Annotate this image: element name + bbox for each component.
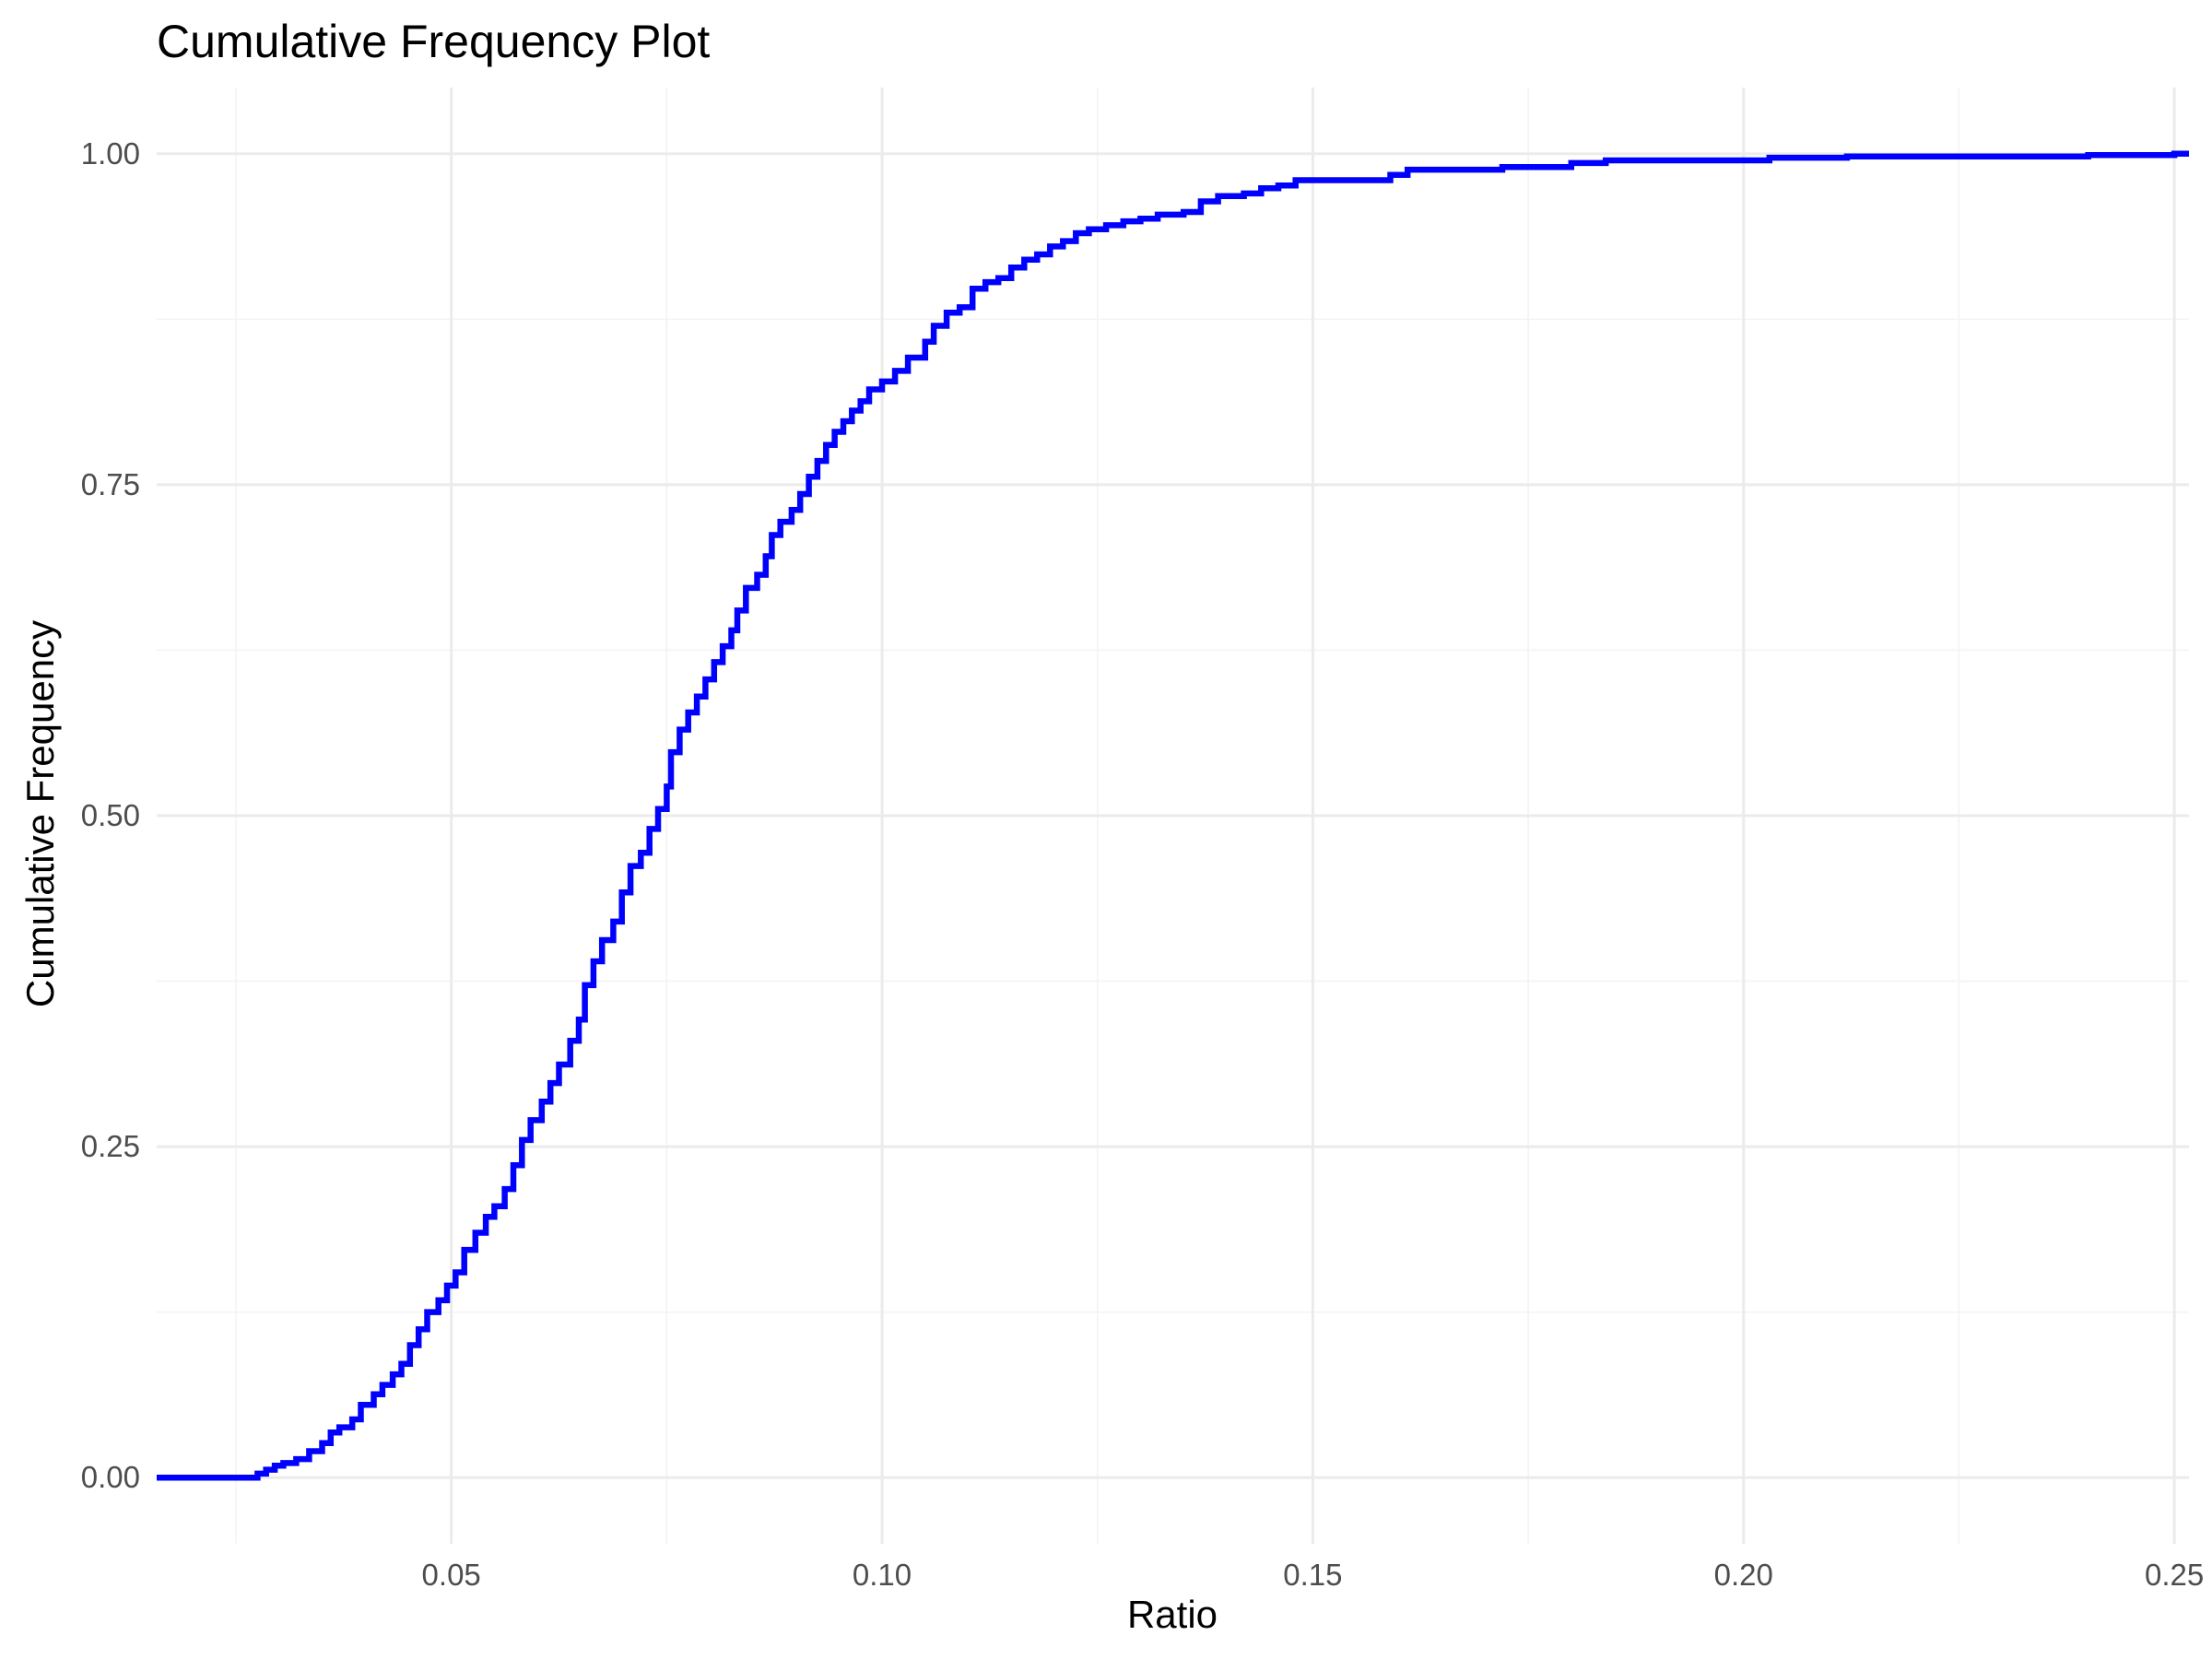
x-tick-label-3: 0.20 — [1714, 1558, 1773, 1592]
x-axis-tick-labels: 0.05 0.10 0.15 0.20 0.25 — [422, 1558, 2205, 1592]
major-gridlines — [157, 88, 2189, 1544]
y-tick-label-2: 0.50 — [81, 798, 140, 832]
y-tick-label-1: 0.25 — [81, 1129, 140, 1163]
y-axis-title: Cumulative Frequency — [18, 620, 62, 1007]
x-tick-label-2: 0.15 — [1283, 1558, 1342, 1592]
x-axis-title: Ratio — [1127, 1593, 1218, 1636]
y-tick-label-3: 0.75 — [81, 467, 140, 501]
y-axis-tick-labels: 0.00 0.25 0.50 0.75 1.00 — [81, 136, 140, 1494]
series-layer — [157, 150, 2189, 1481]
series-line-0 — [157, 150, 2189, 1481]
y-tick-label-0: 0.00 — [81, 1460, 140, 1494]
chart-title: Cumulative Frequency Plot — [157, 16, 710, 67]
y-tick-label-4: 1.00 — [81, 136, 140, 171]
x-tick-label-0: 0.05 — [422, 1558, 481, 1592]
x-tick-label-4: 0.25 — [2145, 1558, 2204, 1592]
x-tick-label-1: 0.10 — [853, 1558, 912, 1592]
